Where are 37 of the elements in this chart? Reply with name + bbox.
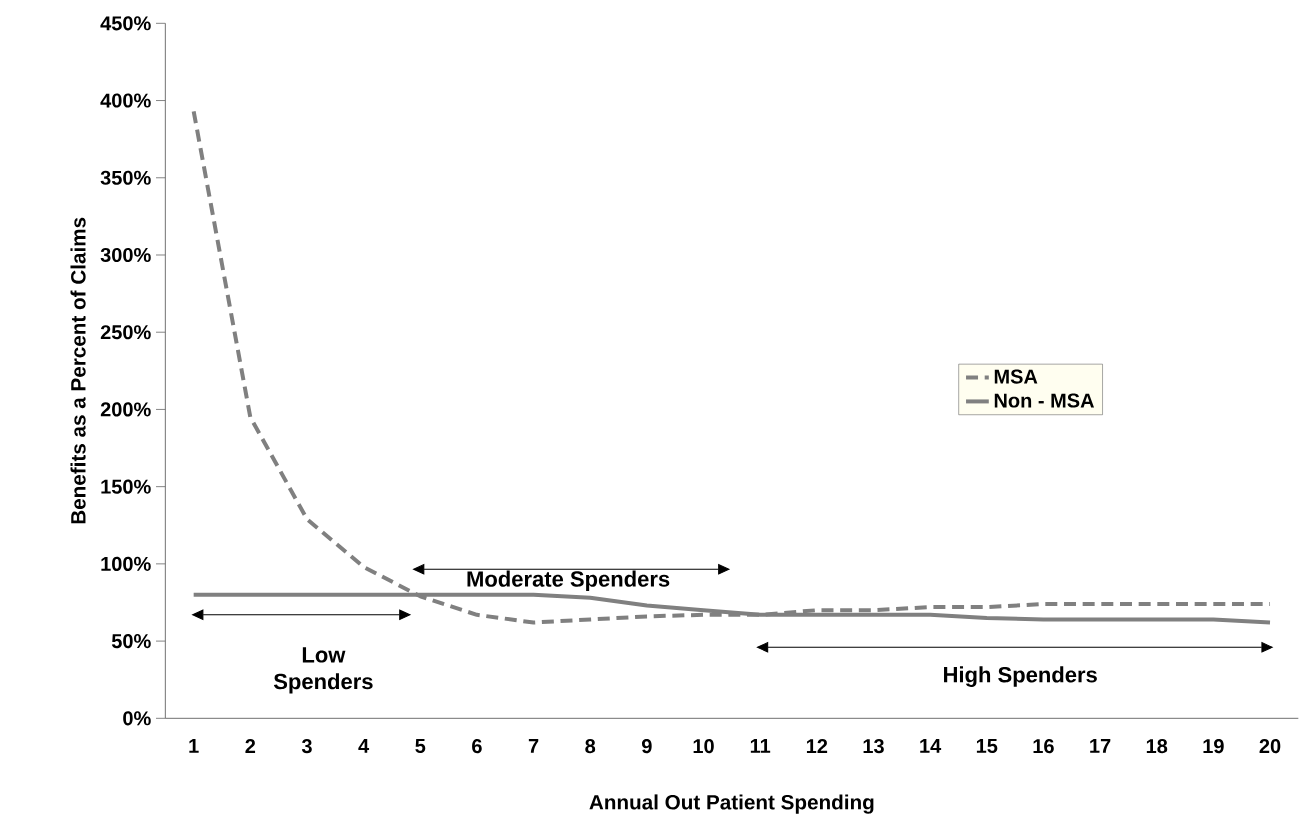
- x-tick-label: 10: [693, 739, 714, 754]
- x-tick-label: 11: [750, 739, 771, 753]
- annotation: Low Spenders: [273, 647, 373, 694]
- x-tick-label: 15: [976, 739, 998, 753]
- x-tick-label: 5: [415, 739, 426, 753]
- x-tick-label: 19: [1203, 739, 1224, 754]
- x-tick-label: 12: [806, 739, 828, 753]
- legend-label: Non - MSA: [994, 393, 1095, 408]
- x-tick-label: 3: [301, 739, 312, 754]
- y-axis-title: Benefits as a Percent of Claims: [70, 217, 86, 524]
- x-tick-label: 13: [863, 739, 884, 754]
- annotation: High Spenders: [944, 666, 1097, 687]
- annotation: Moderate Spenders: [467, 570, 670, 592]
- y-tick-label: 400%: [100, 93, 151, 108]
- y-tick-label: 450%: [100, 16, 151, 31]
- legend-label: MSA: [994, 369, 1038, 384]
- x-tick-label: 9: [641, 739, 652, 754]
- y-tick-label: 150%: [101, 479, 151, 494]
- y-tick-label: 350%: [100, 170, 151, 185]
- x-tick-label: 16: [1033, 739, 1054, 754]
- y-tick-label: 200%: [100, 402, 151, 417]
- y-tick-label: 100%: [101, 556, 151, 571]
- x-tick-label: 7: [528, 739, 539, 753]
- x-tick-label: 14: [920, 739, 942, 753]
- x-tick-label: 2: [245, 739, 256, 753]
- x-tick-label: 6: [472, 739, 482, 754]
- x-tick-label: 8: [585, 739, 596, 754]
- x-tick-label: 4: [358, 739, 370, 753]
- y-tick-label: 0%: [123, 711, 151, 726]
- y-tick-label: 50%: [111, 634, 151, 649]
- y-tick-label: 250%: [100, 325, 151, 340]
- y-tick-label: 300%: [100, 247, 151, 263]
- x-tick-label: 18: [1146, 739, 1168, 754]
- x-tick-label: 20: [1259, 739, 1281, 754]
- x-tick-label: 1: [189, 739, 199, 753]
- x-tick-label: 17: [1090, 739, 1111, 753]
- x-axis-title: Annual Out Patient Spending: [589, 794, 874, 814]
